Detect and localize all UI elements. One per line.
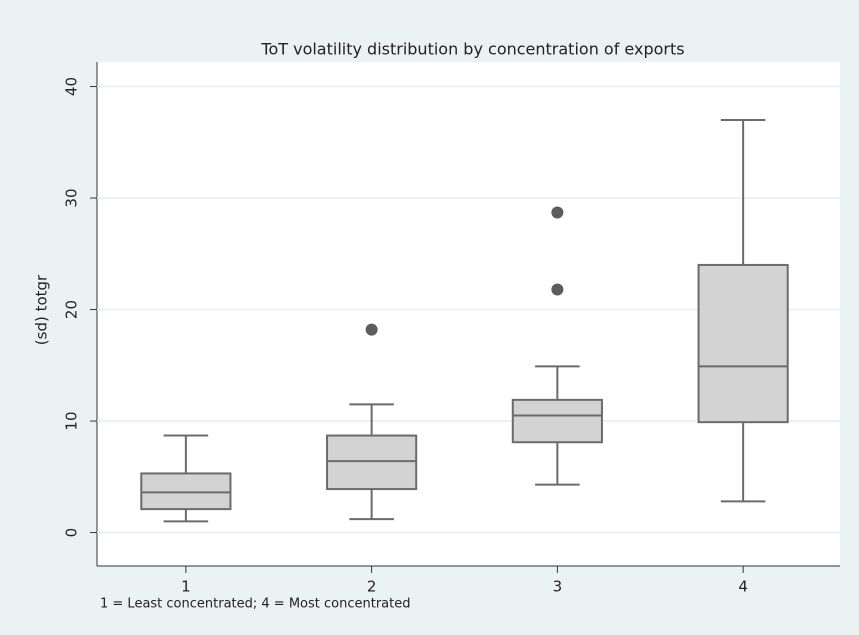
box — [326, 434, 418, 491]
y-tick-label: 40 — [63, 77, 81, 96]
box — [697, 263, 789, 424]
box — [140, 472, 232, 511]
chart-title: ToT volatility distribution by concentra… — [260, 40, 684, 59]
y-tick-label: 0 — [63, 528, 81, 538]
y-tick-label: 10 — [63, 411, 81, 430]
box — [511, 398, 603, 444]
x-tick-label: 2 — [367, 578, 377, 596]
y-tick-label: 20 — [63, 300, 81, 319]
outlier — [551, 283, 564, 296]
y-axis-label: (sd) totgr — [33, 274, 51, 345]
x-tick-label: 4 — [738, 578, 748, 596]
outlier — [551, 206, 564, 219]
note: 1 = Least concentrated; 4 = Most concent… — [100, 597, 410, 612]
x-tick-label: 3 — [553, 578, 563, 596]
outlier — [365, 323, 378, 336]
y-tick-label: 30 — [63, 188, 81, 207]
x-tick-label: 1 — [181, 578, 191, 596]
